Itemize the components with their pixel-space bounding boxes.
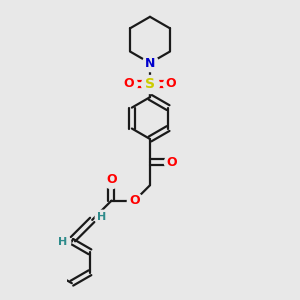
Text: O: O (166, 77, 176, 91)
Text: O: O (129, 194, 140, 207)
Text: N: N (145, 56, 155, 70)
Text: O: O (124, 77, 134, 91)
Text: O: O (106, 173, 117, 186)
Text: H: H (98, 212, 107, 222)
Text: O: O (167, 156, 177, 169)
Text: S: S (145, 77, 155, 91)
Text: H: H (58, 237, 68, 247)
